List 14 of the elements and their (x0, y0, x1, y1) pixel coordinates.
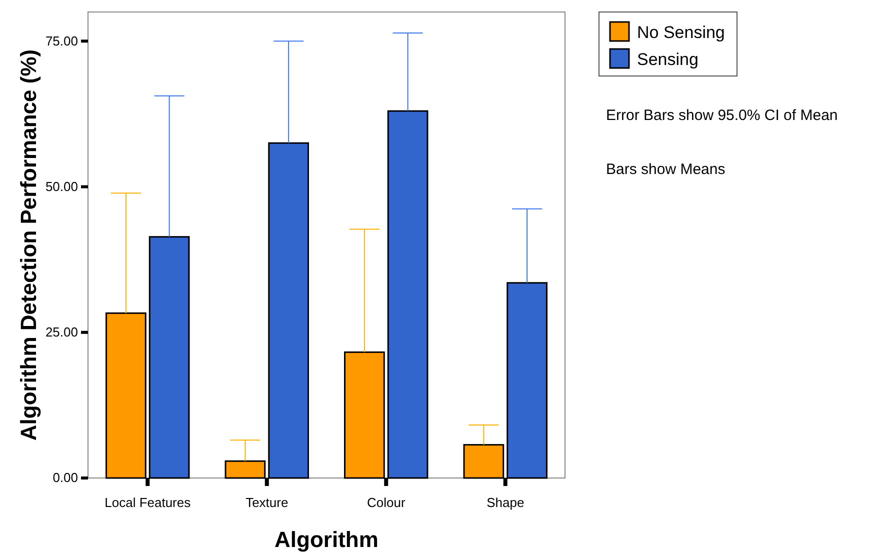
x-axis-title: Algorithm (274, 527, 378, 552)
y-axis-title: Algorithm Detection Performance (%) (16, 49, 41, 441)
y-tick-label: 50.00 (45, 178, 78, 194)
text: Bars show Means (606, 161, 726, 178)
y-tick-label: 75.00 (45, 33, 78, 48)
x-tick-label: Colour (366, 495, 406, 510)
legend-label: No Sensing (637, 23, 725, 42)
y-tick-label: 0.00 (52, 470, 78, 486)
x-tick-label: Texture (246, 495, 288, 510)
y-tick-label: 25.00 (45, 324, 78, 340)
x-tick-label: Shape (486, 495, 524, 510)
text: Error Bars show 95.0% CI of Mean (606, 107, 838, 124)
legend-label: Sensing (637, 50, 698, 69)
x-tick-label: Local Features (104, 495, 192, 510)
